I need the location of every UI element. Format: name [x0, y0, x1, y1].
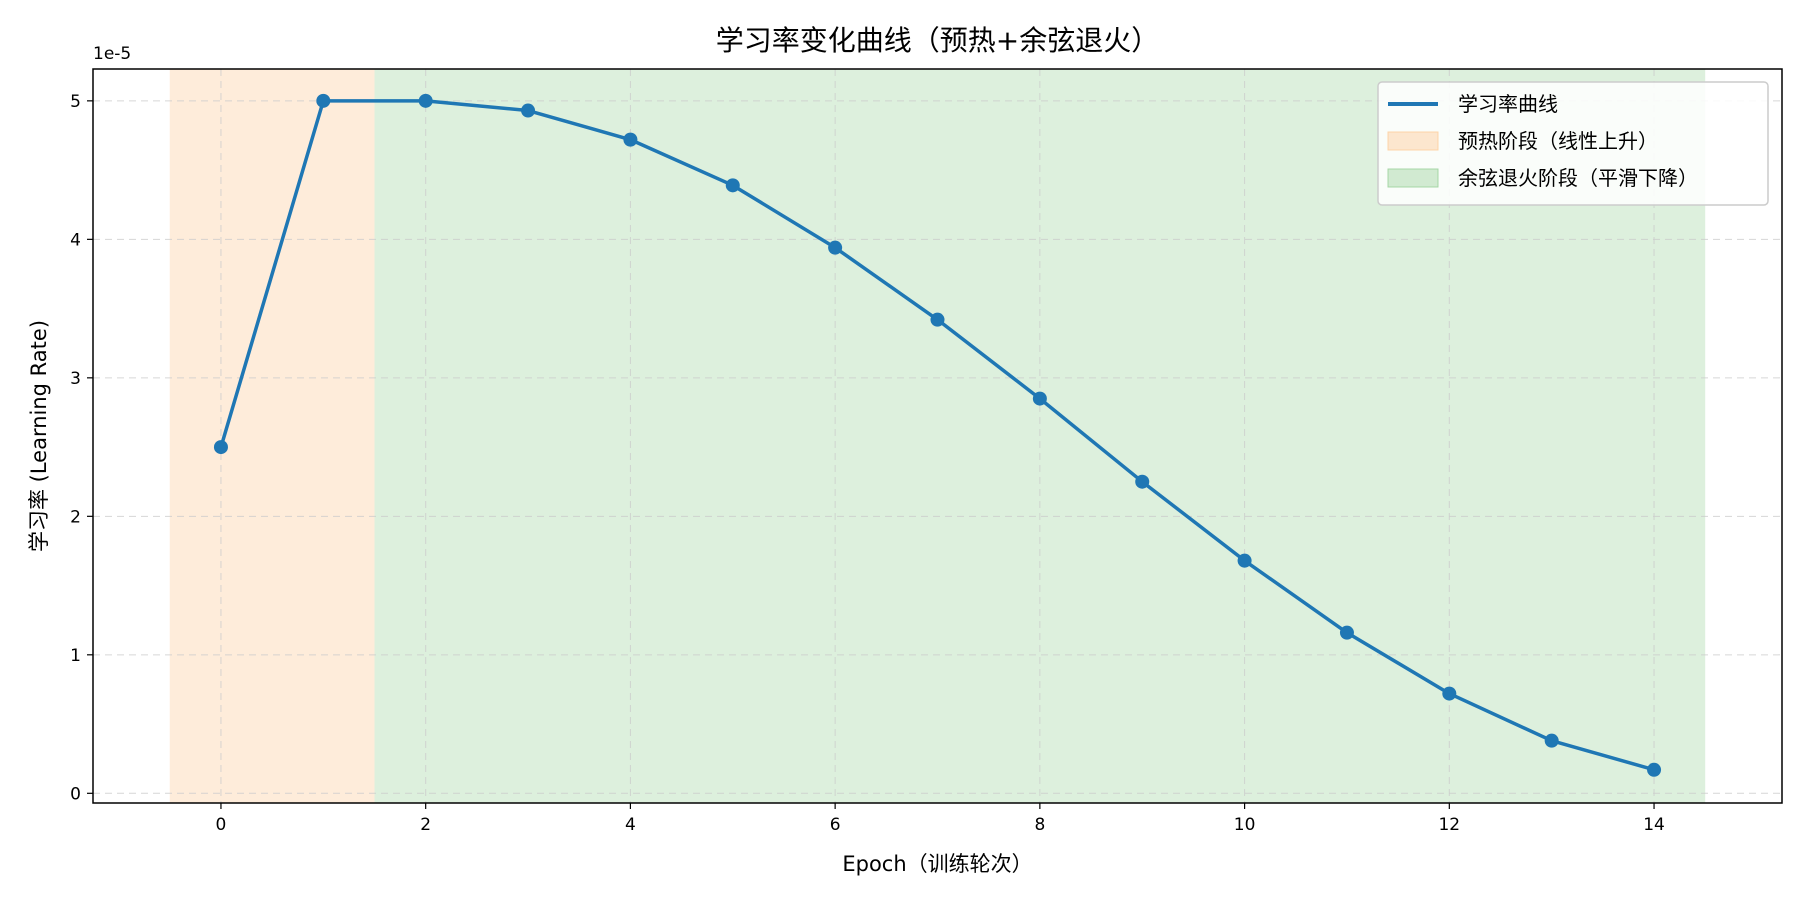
x-tick-label: 4 — [625, 815, 636, 835]
data-point — [828, 240, 843, 255]
legend-entry: 余弦退火阶段（平滑下降） — [1458, 166, 1698, 190]
x-axis-label: Epoch（训练轮次） — [842, 852, 1032, 876]
data-point — [213, 440, 228, 455]
data-point — [316, 93, 331, 108]
x-tick-label: 10 — [1234, 815, 1256, 835]
data-point — [1544, 733, 1559, 748]
y-tick-label: 1 — [70, 646, 81, 666]
data-point — [418, 93, 433, 108]
y-axis-label: 学习率 (Learning Rate) — [27, 320, 51, 552]
region-0 — [169, 69, 375, 803]
data-point — [1032, 391, 1047, 406]
y-tick-label: 5 — [70, 92, 81, 112]
plot-frame — [92, 68, 1783, 804]
data-point — [725, 178, 740, 193]
x-tick-label: 6 — [830, 815, 841, 835]
y-tick-label: 4 — [70, 230, 81, 250]
legend-entry: 学习率曲线 — [1458, 92, 1558, 116]
chart-title: 学习率变化曲线（预热+余弦退火） — [716, 24, 1159, 57]
x-tick-label: 14 — [1643, 815, 1665, 835]
legend-entry: 预热阶段（线性上升） — [1458, 129, 1658, 153]
x-tick-label: 2 — [420, 815, 431, 835]
x-tick-label: 8 — [1034, 815, 1045, 835]
legend-swatch-patch — [1387, 131, 1439, 151]
data-point — [1442, 686, 1457, 701]
y-offset-label: 1e-5 — [93, 44, 131, 64]
series-layer — [213, 93, 1662, 777]
legend-box — [1377, 81, 1769, 206]
y-tick-label: 2 — [70, 507, 81, 527]
data-point — [1135, 474, 1150, 489]
y-axis-ticks: 0 1 2 3 4 5 — [70, 92, 93, 804]
y-tick-label: 3 — [70, 369, 81, 389]
x-tick-label: 12 — [1438, 815, 1460, 835]
legend-swatch-patch — [1387, 168, 1439, 188]
x-tick-label: 0 — [216, 815, 227, 835]
data-point — [1339, 625, 1354, 640]
data-point — [521, 103, 536, 118]
data-point — [623, 132, 638, 147]
data-point — [1647, 762, 1662, 777]
data-point — [1237, 553, 1252, 568]
y-tick-label: 0 — [70, 784, 81, 804]
data-point — [930, 312, 945, 327]
x-axis-ticks: 0 2 4 6 8 10 12 14 — [216, 803, 1665, 835]
